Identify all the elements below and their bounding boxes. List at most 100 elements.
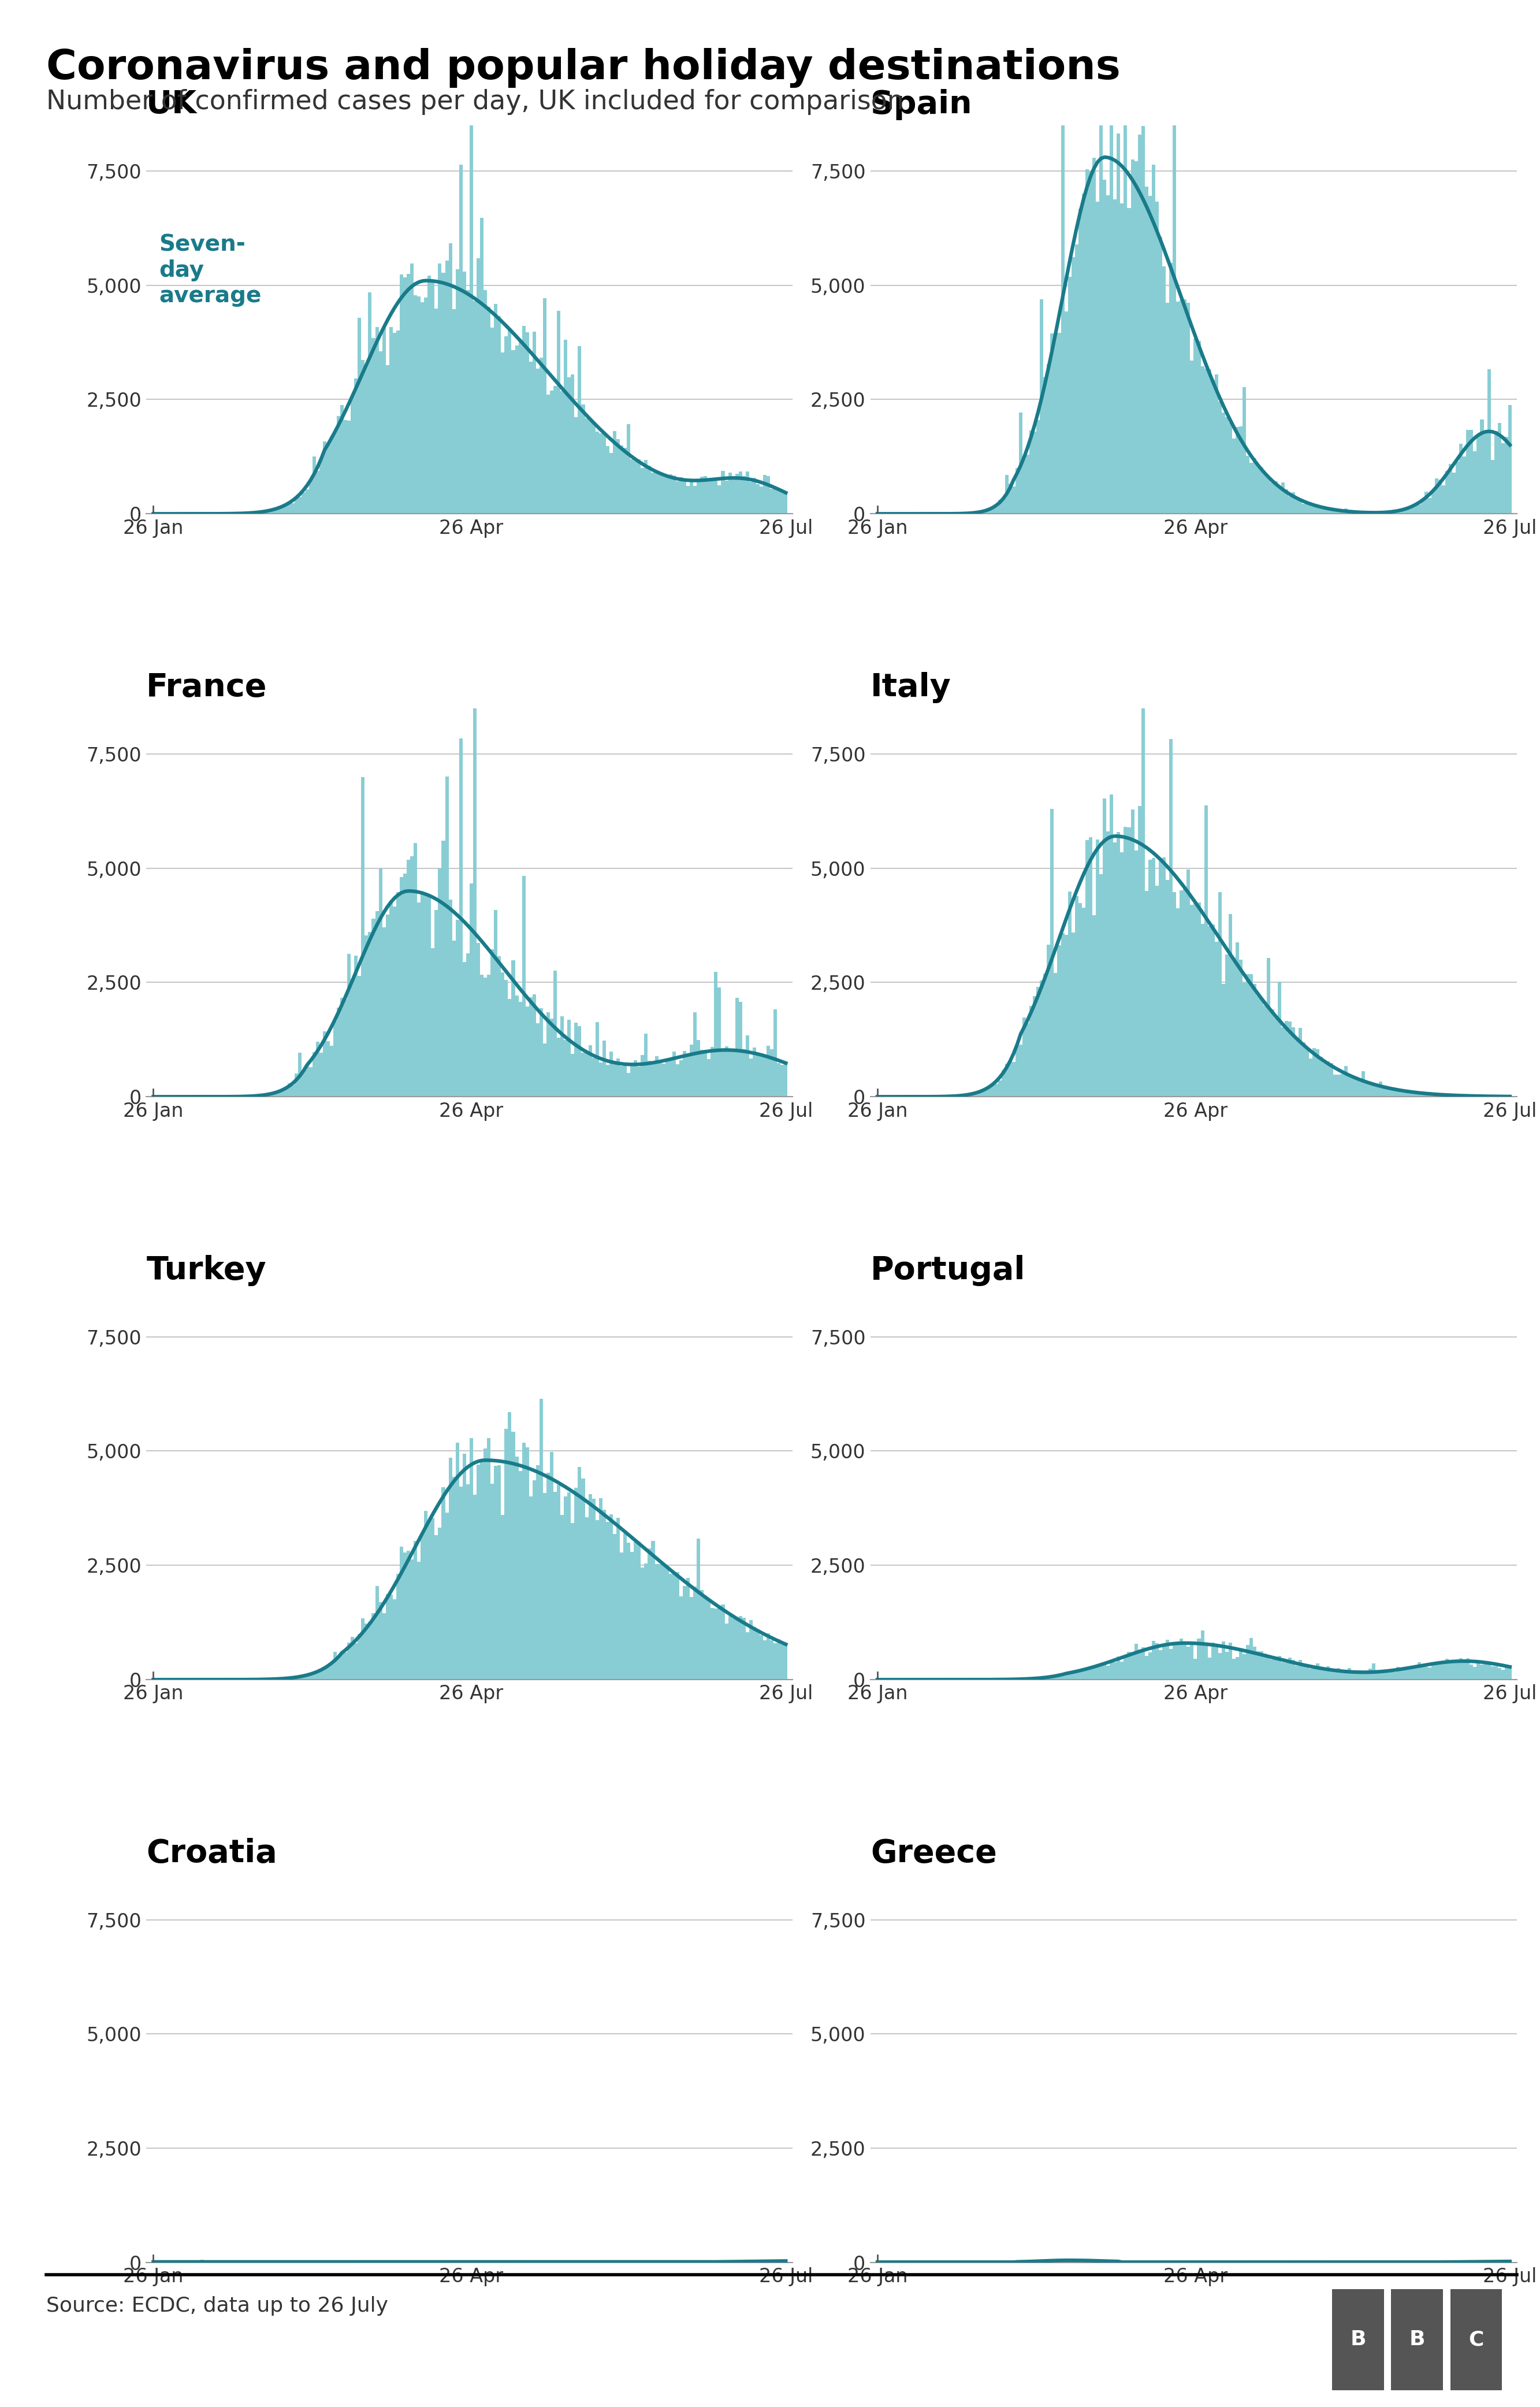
- Bar: [1172, 893, 1177, 1098]
- Bar: [784, 1644, 787, 1680]
- Bar: [400, 274, 403, 513]
- Bar: [605, 1064, 610, 1098]
- Bar: [704, 1049, 707, 1098]
- Bar: [1135, 1644, 1138, 1680]
- Bar: [616, 438, 619, 513]
- Bar: [539, 1009, 544, 1098]
- Bar: [1411, 1090, 1414, 1098]
- Bar: [770, 1049, 773, 1098]
- Bar: [410, 262, 414, 513]
- Bar: [437, 262, 442, 513]
- Bar: [1100, 1663, 1103, 1680]
- Bar: [759, 1052, 764, 1098]
- Bar: [473, 664, 476, 1098]
- Bar: [407, 859, 410, 1098]
- Bar: [764, 1642, 767, 1680]
- Bar: [417, 1562, 420, 1680]
- Bar: [1278, 1656, 1281, 1680]
- Bar: [1281, 484, 1284, 513]
- Bar: [316, 472, 319, 513]
- Bar: [1260, 467, 1263, 513]
- Bar: [1392, 1090, 1397, 1098]
- Bar: [1166, 881, 1169, 1098]
- Bar: [564, 1497, 567, 1680]
- Bar: [1078, 903, 1081, 1098]
- Bar: [707, 481, 710, 513]
- Bar: [277, 508, 280, 513]
- Bar: [1124, 1658, 1127, 1680]
- Bar: [1284, 1663, 1287, 1680]
- Bar: [599, 1500, 602, 1680]
- Bar: [453, 941, 456, 1098]
- Bar: [602, 433, 605, 513]
- Bar: [1501, 1670, 1505, 1680]
- Bar: [665, 477, 668, 513]
- Bar: [453, 308, 456, 513]
- Bar: [756, 1052, 759, 1098]
- Bar: [1460, 1658, 1463, 1680]
- Bar: [602, 1509, 605, 1680]
- Bar: [494, 910, 497, 1098]
- Bar: [371, 1613, 376, 1680]
- Bar: [748, 1059, 753, 1098]
- Bar: [1110, 794, 1113, 1098]
- Bar: [390, 1593, 393, 1680]
- Bar: [390, 903, 393, 1098]
- Bar: [582, 1478, 585, 1680]
- Bar: [778, 491, 781, 513]
- Bar: [778, 1064, 781, 1098]
- Bar: [1295, 498, 1298, 513]
- Bar: [1435, 1663, 1438, 1680]
- Bar: [784, 1064, 787, 1098]
- Bar: [420, 893, 424, 1098]
- Bar: [1050, 1675, 1053, 1680]
- Bar: [745, 1035, 748, 1098]
- Bar: [745, 472, 748, 513]
- Bar: [494, 303, 497, 513]
- Bar: [690, 1045, 693, 1098]
- Bar: [1155, 886, 1158, 1098]
- Bar: [1408, 1668, 1411, 1680]
- Bar: [557, 1037, 561, 1098]
- Bar: [274, 1093, 277, 1098]
- Bar: [616, 1519, 619, 1680]
- Bar: [725, 1047, 728, 1098]
- Bar: [1284, 1021, 1287, 1098]
- Bar: [390, 327, 393, 513]
- Bar: [578, 1466, 582, 1680]
- Bar: [1449, 465, 1452, 513]
- Bar: [1375, 1673, 1378, 1680]
- Bar: [668, 1574, 673, 1680]
- Bar: [1226, 953, 1229, 1098]
- Bar: [1221, 984, 1226, 1098]
- Bar: [585, 1054, 588, 1098]
- Bar: [1155, 202, 1158, 513]
- Bar: [1488, 368, 1491, 513]
- Bar: [294, 498, 299, 513]
- Bar: [1361, 1071, 1364, 1098]
- Bar: [1075, 895, 1078, 1098]
- Bar: [1166, 303, 1169, 513]
- Bar: [1009, 1061, 1012, 1098]
- Bar: [1249, 462, 1254, 513]
- Bar: [648, 1548, 651, 1680]
- Bar: [701, 1049, 704, 1098]
- Bar: [1075, 246, 1078, 513]
- Bar: [525, 1447, 528, 1680]
- FancyBboxPatch shape: [1451, 2289, 1501, 2390]
- Bar: [1466, 1658, 1469, 1680]
- Bar: [1312, 1047, 1317, 1098]
- Bar: [973, 1093, 976, 1098]
- Bar: [299, 496, 302, 513]
- Bar: [547, 1473, 550, 1680]
- Bar: [1177, 1644, 1180, 1680]
- Bar: [313, 1052, 316, 1098]
- Text: B: B: [1351, 2330, 1366, 2349]
- Bar: [514, 994, 519, 1098]
- Text: Coronavirus and popular holiday destinations: Coronavirus and popular holiday destinat…: [46, 48, 1121, 89]
- Bar: [467, 289, 470, 513]
- Bar: [1012, 1061, 1015, 1098]
- Bar: [1354, 1078, 1358, 1098]
- Bar: [319, 1052, 323, 1098]
- Bar: [1089, 171, 1092, 513]
